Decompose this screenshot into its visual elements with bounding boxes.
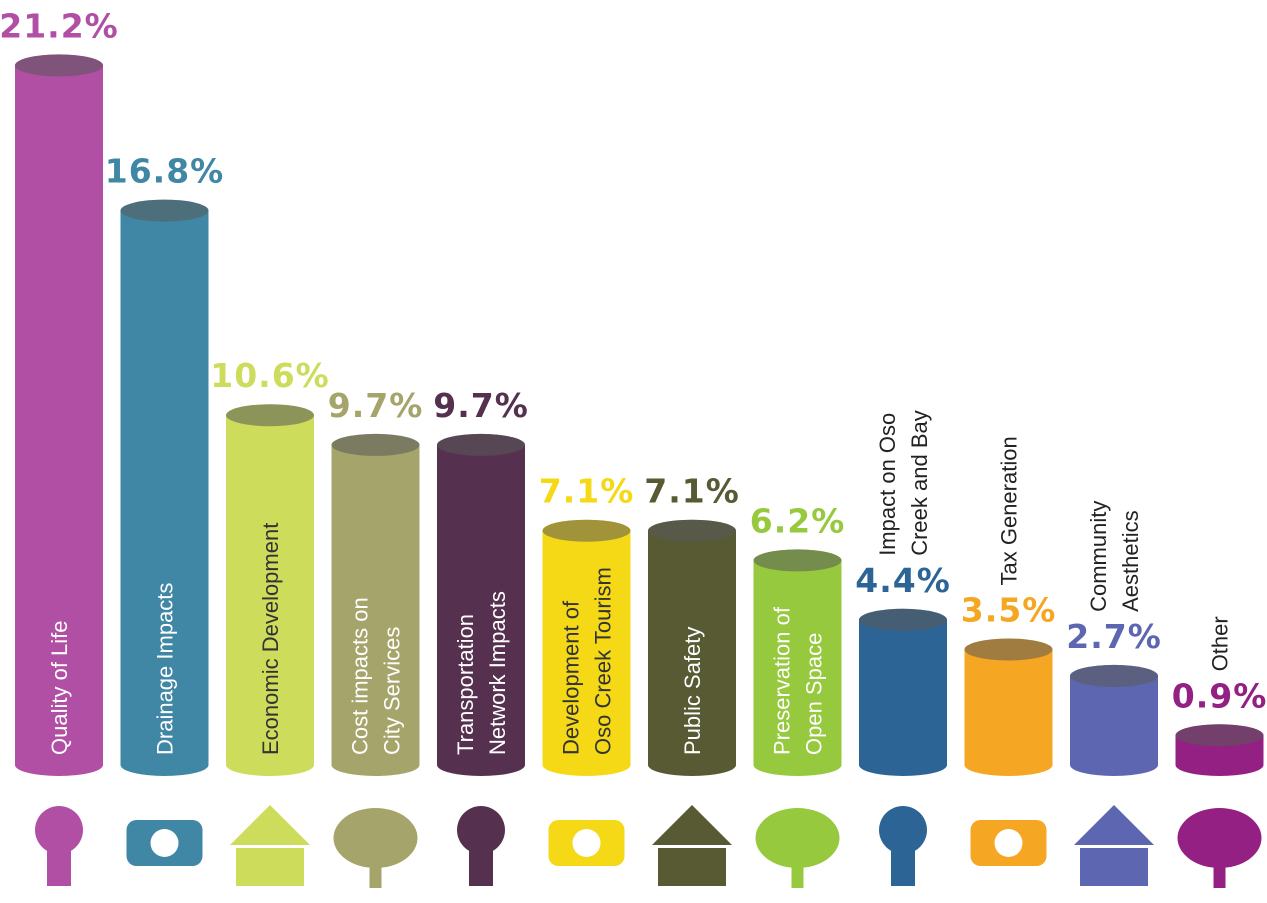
value-label: 21.2% <box>0 6 119 45</box>
icon <box>755 808 840 888</box>
bar-top-shade <box>648 519 736 542</box>
icon-part <box>891 850 915 886</box>
icon <box>126 820 203 866</box>
icon-part <box>35 806 83 854</box>
icon-part <box>1213 860 1226 888</box>
icon <box>35 806 83 886</box>
bar-top-shade <box>753 549 842 572</box>
bar-top-shade <box>542 519 631 542</box>
icon-part <box>755 808 840 868</box>
icon-part <box>47 850 71 886</box>
icon <box>548 820 625 866</box>
icon <box>652 805 732 886</box>
icon-part <box>1080 848 1148 886</box>
icon-part <box>236 848 304 886</box>
category-label: Oso Creek Tourism <box>591 567 616 755</box>
icon-part <box>994 829 1023 857</box>
category-label: Creek and Bay <box>907 410 932 556</box>
icon <box>879 806 927 886</box>
category-label: Development of <box>559 600 584 755</box>
category-label: Preservation of <box>770 606 795 755</box>
value-label: 3.5% <box>961 591 1057 630</box>
bar <box>120 210 209 766</box>
category-label: Impact on Oso <box>875 413 900 556</box>
category-label: Community <box>1086 501 1111 612</box>
category-label: Other <box>1208 616 1233 671</box>
icon <box>970 820 1047 866</box>
bar-top-shade <box>437 433 525 456</box>
icon-part <box>457 806 505 854</box>
bar <box>648 530 736 765</box>
bar <box>331 444 420 765</box>
bar <box>964 649 1053 765</box>
bar <box>15 65 103 765</box>
icon-part <box>1074 805 1154 845</box>
bar-top-shade <box>331 433 420 456</box>
category-label: Network Impacts <box>485 591 510 755</box>
icon <box>230 805 310 886</box>
icon <box>1177 808 1262 888</box>
value-label: 7.1% <box>644 472 740 511</box>
category-label: Public Safety <box>680 627 705 755</box>
bar <box>226 415 314 765</box>
value-label: 7.1% <box>539 472 635 511</box>
bar <box>542 530 631 765</box>
icon <box>333 808 418 888</box>
value-label: 9.7% <box>433 386 529 425</box>
icon-part <box>333 808 418 868</box>
bar-top-shade <box>859 608 947 631</box>
icon-part <box>369 860 382 888</box>
category-label: Cost impacts on <box>348 597 373 755</box>
bar-top-shade <box>964 638 1053 661</box>
category-label: Drainage Impacts <box>153 583 178 755</box>
value-label: 0.9% <box>1172 676 1267 715</box>
category-label: Transportation <box>453 614 478 755</box>
bar-top-shade <box>15 54 103 77</box>
icon-part <box>879 806 927 854</box>
value-label: 4.4% <box>855 561 951 600</box>
icon-part <box>1177 808 1262 868</box>
category-label: Aesthetics <box>1118 510 1143 612</box>
value-label: 2.7% <box>1066 617 1162 656</box>
value-label: 10.6% <box>210 356 330 395</box>
bar <box>1070 675 1158 765</box>
icon-part <box>572 829 601 857</box>
bar <box>437 444 525 765</box>
icon-part <box>652 805 732 845</box>
icon-part <box>791 860 804 888</box>
category-label: Open Space <box>802 633 827 755</box>
icon-part <box>658 848 726 886</box>
icon <box>457 806 505 886</box>
category-label: City Services <box>380 627 405 755</box>
bar <box>859 619 947 765</box>
icon-part <box>469 850 493 886</box>
value-label: 6.2% <box>750 501 846 540</box>
bar-top-shade <box>1175 724 1264 747</box>
value-label: 16.8% <box>105 152 225 191</box>
bar-top-shade <box>120 199 209 222</box>
icon-part <box>150 829 179 857</box>
category-label: Tax Generation <box>997 436 1022 585</box>
category-label: Economic Development <box>258 523 283 755</box>
bar-top-shade <box>1070 664 1158 687</box>
value-label: 9.7% <box>328 386 424 425</box>
bar <box>753 560 842 765</box>
icon-part <box>230 805 310 845</box>
category-label: Quality of Life <box>47 620 72 755</box>
icon <box>1074 805 1154 886</box>
bar-top-shade <box>226 404 314 427</box>
